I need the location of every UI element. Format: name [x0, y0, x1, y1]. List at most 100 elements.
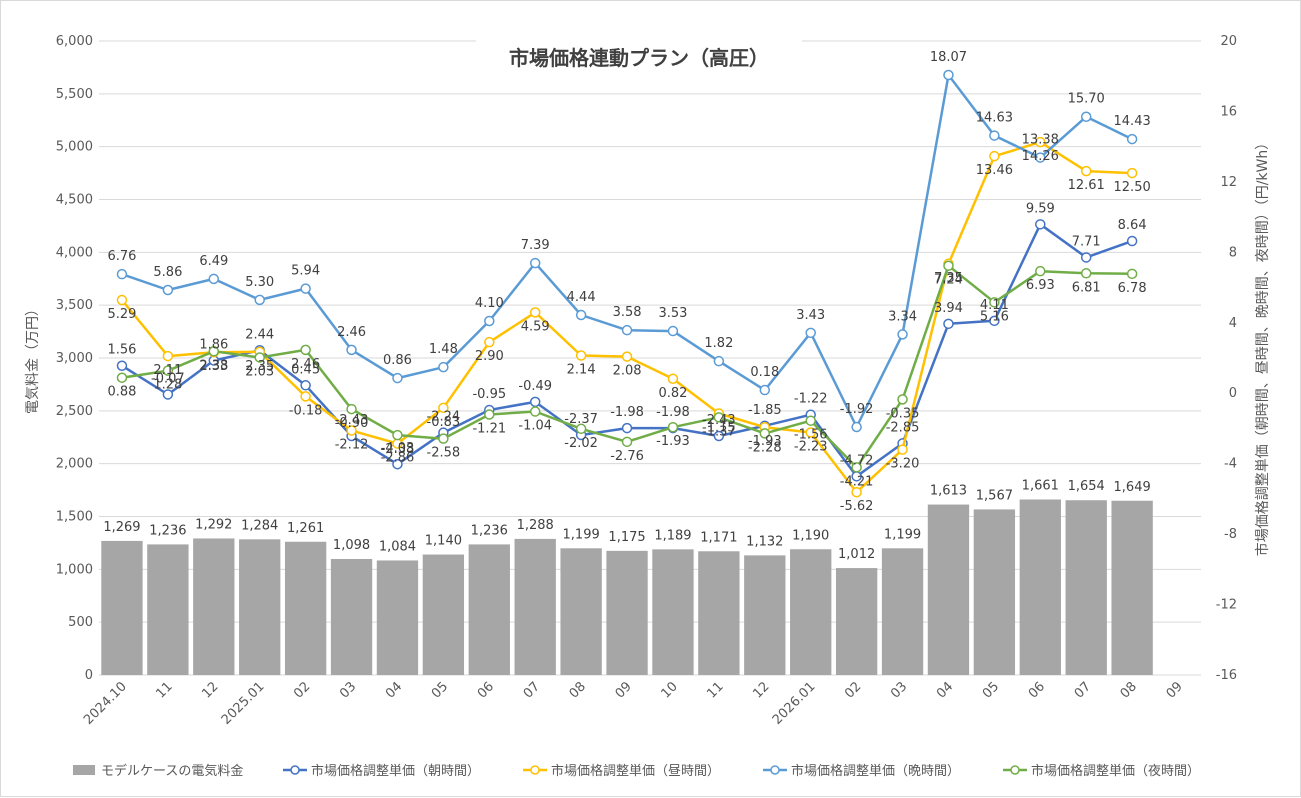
series-point: [438, 402, 449, 414]
bar-value-label: 1,132: [746, 534, 783, 549]
series-point-label: -1.98: [656, 405, 690, 420]
bar-value-label: 1,654: [1068, 479, 1105, 494]
series-point-label: 3.43: [796, 308, 825, 323]
series-point-label: -4.72: [840, 453, 874, 468]
series-point-label: -2.12: [335, 438, 369, 453]
bar: [376, 560, 419, 675]
series-point: [438, 433, 449, 444]
series-point: [989, 130, 1000, 141]
series-point-label: 2.08: [613, 364, 642, 379]
series-point: [759, 428, 771, 439]
series-point: [529, 307, 541, 318]
series-point-label: 18.07: [930, 50, 967, 65]
category-label: 02: [842, 679, 864, 701]
series-point-label: 14.26: [1022, 149, 1059, 164]
legend-label: 市場価格調整単価（夜時間）: [1031, 763, 1200, 779]
series-point: [897, 444, 908, 455]
series-point-label: 4.44: [567, 290, 596, 305]
series-point-label: 7.71: [1072, 234, 1101, 249]
bar-value-label: 1,199: [563, 527, 600, 542]
series-point-label: 13.46: [976, 163, 1013, 178]
category-label: 12: [199, 679, 221, 701]
series-point: [346, 403, 357, 415]
series-point: [667, 421, 679, 433]
series-point-label: -0.35: [886, 406, 920, 421]
series-point-label: 2.03: [245, 364, 274, 379]
series-point-label: 0.86: [383, 353, 412, 368]
series-point-label: -2.02: [564, 436, 598, 451]
bar: [560, 548, 602, 675]
series-point: [484, 315, 495, 327]
series-point-label: 1.56: [107, 343, 136, 358]
bar-value-label: 1,261: [287, 521, 324, 536]
series-point: [805, 327, 816, 339]
right-tick-label: -8: [1224, 527, 1237, 542]
legend-marker: [1010, 765, 1020, 775]
series-point: [621, 422, 633, 434]
right-tick-label: 8: [1229, 245, 1237, 260]
series-point-label: 2.46: [337, 325, 366, 340]
series-point-label: 12.50: [1114, 180, 1151, 195]
series-point: [575, 350, 587, 361]
category-label: 05: [429, 679, 451, 701]
bar: [835, 568, 878, 675]
series-point-label: -2.85: [886, 420, 920, 435]
series-point-label: 2.44: [245, 327, 274, 342]
series-point: [943, 69, 954, 81]
legend-label: 市場価格調整単価（朝時間）: [311, 763, 480, 779]
series-point: [116, 360, 128, 371]
legend-label: モデルケースの電気料金: [101, 763, 243, 779]
bar: [422, 554, 465, 675]
bar: [1019, 499, 1061, 675]
series-point: [529, 406, 541, 417]
series-point: [346, 344, 357, 356]
series-point: [254, 352, 265, 363]
series-point-label: -1.92: [840, 402, 874, 417]
category-label: 08: [567, 679, 589, 701]
bar: [147, 544, 189, 675]
series-point: [392, 458, 403, 470]
series-point-label: 5.94: [291, 264, 320, 279]
bar-value-label: 1,190: [792, 528, 829, 543]
right-tick-label: -12: [1216, 598, 1237, 613]
bar-value-label: 1,567: [976, 488, 1013, 503]
legend-label: 市場価格調整単価（昼時間）: [551, 763, 720, 779]
bar: [101, 540, 143, 675]
bar: [973, 509, 1016, 675]
series-point-label: 12.61: [1068, 178, 1105, 193]
category-label: 07: [1072, 679, 1094, 701]
bar: [652, 549, 694, 675]
series-point-label: -1.37: [702, 424, 736, 439]
legend-marker: [290, 765, 300, 775]
series-point-label: 7.39: [521, 238, 550, 253]
series-point-label: -2.43: [335, 413, 369, 428]
series-point: [116, 268, 128, 280]
left-tick-label: 5,500: [56, 87, 93, 102]
series-point: [1080, 111, 1092, 122]
series-point-label: -0.07: [151, 371, 185, 386]
series-point: [759, 384, 771, 396]
series-point-label: 2.11: [153, 363, 182, 378]
series-point: [805, 415, 816, 426]
series-point-label: 6.78: [1118, 281, 1147, 296]
legend-label: 市場価格調整単価（晩時間）: [791, 763, 960, 779]
series-point-label: 6.76: [107, 249, 136, 264]
left-tick-label: 2,500: [56, 404, 93, 419]
left-tick-label: 0: [85, 668, 93, 683]
bar-value-label: 1,189: [654, 528, 691, 543]
series-point: [254, 294, 265, 306]
chart-title: 市場価格連動プラン（高圧）: [509, 46, 769, 70]
series-point-label: 7.35: [934, 271, 963, 286]
left-tick-label: 1,500: [56, 510, 93, 525]
bar: [514, 538, 556, 675]
category-label: 07: [521, 679, 543, 701]
series-point: [1080, 268, 1092, 279]
series-point: [529, 257, 541, 269]
bar: [606, 550, 648, 675]
series-point-label: 2.38: [199, 358, 228, 373]
left-tick-label: 4,500: [56, 193, 93, 208]
category-label: 11: [704, 679, 726, 701]
series-point-label: 0.45: [291, 362, 320, 377]
series-point-label: 5.29: [107, 307, 136, 322]
